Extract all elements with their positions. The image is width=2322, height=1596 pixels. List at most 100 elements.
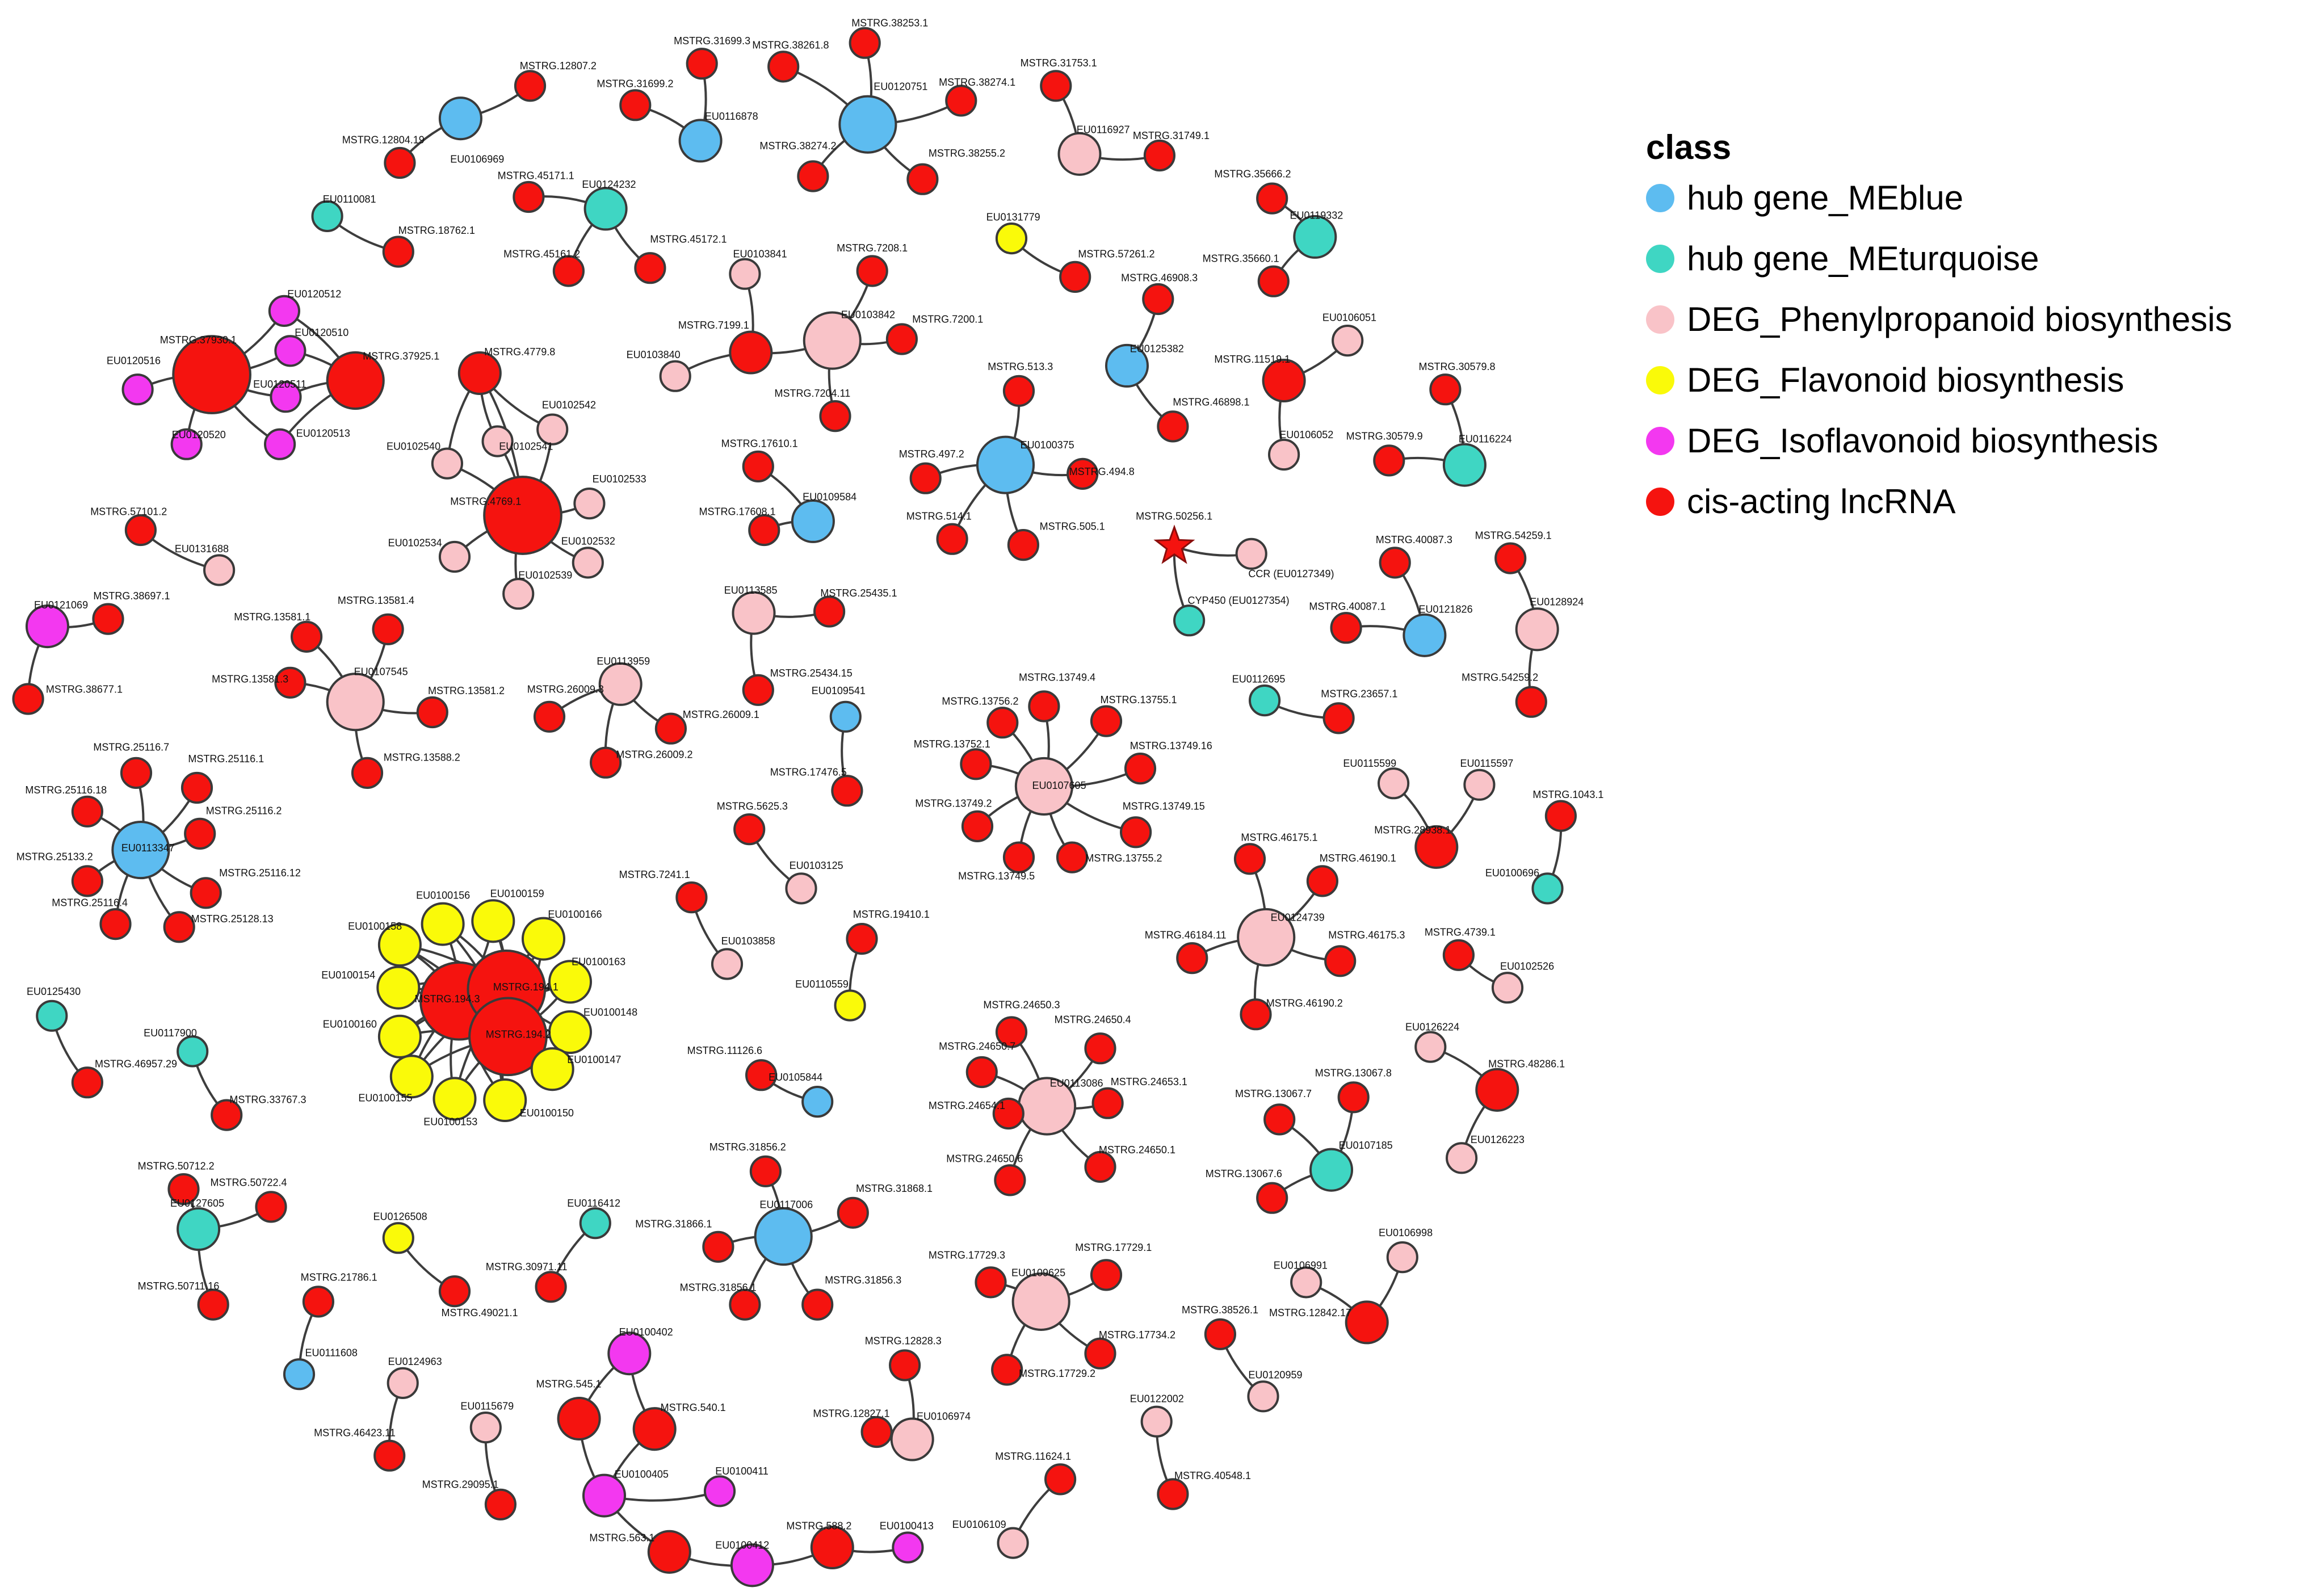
node-mstrg-31699-2: [619, 89, 652, 121]
node-eu0131779: [995, 222, 1028, 255]
node-eu0120959: [1247, 1380, 1279, 1413]
node-label-eu0112695: EU0112695: [1232, 673, 1286, 684]
node-mstrg-57101-2: [124, 514, 157, 547]
node-mstrg-46908-3: [1142, 283, 1174, 316]
node-label-mstrg-31868-1: MSTRG.31868.1: [856, 1183, 933, 1194]
node-mstrg-11624-1: [1044, 1463, 1077, 1496]
node-mstrg-54259-2: [1515, 686, 1547, 718]
node-eu0126224: [1414, 1031, 1447, 1063]
node-label-eu0120511: EU0120511: [253, 379, 306, 390]
node-label-mstrg-40087-1: MSTRG.40087.1: [1309, 600, 1385, 612]
node-label-mstrg-26009-2: MSTRG.26009.2: [616, 749, 692, 760]
node-label-eu0100411: EU0100411: [715, 1465, 769, 1477]
node-mstrg-30579-8: [1429, 373, 1462, 406]
node-label-eu0107605: EU0107605: [1032, 780, 1086, 791]
node-label-mstrg-57101-2: MSTRG.57101.2: [90, 506, 167, 517]
legend-item-hub-blue: hub gene_MEblue: [1646, 167, 2232, 228]
node-label-mstrg-25434-15: MSTRG.25434.15: [770, 667, 853, 679]
node-label-mstrg-37925-1: MSTRG.37925.1: [363, 351, 439, 362]
node-mstrg-50722-4: [255, 1191, 287, 1223]
node-label-mstrg-11126-6: MSTRG.11126.6: [687, 1045, 762, 1056]
node-label-mstrg-563-1: MSTRG.563.1: [589, 1532, 654, 1544]
node-mstrg-13067-8: [1337, 1081, 1370, 1114]
node-mstrg-46190-2: [1240, 998, 1272, 1031]
node-label-eu0102541: EU0102541: [499, 441, 553, 452]
node-label-eu0106051: EU0106051: [1322, 312, 1376, 324]
node-label-mstrg-38261-8: MSTRG.38261.8: [752, 40, 829, 51]
node-label-mstrg-38253-1: MSTRG.38253.1: [851, 17, 928, 28]
node-label-eu0100147: EU0100147: [567, 1054, 621, 1065]
node-eu0105844: [801, 1086, 834, 1118]
node-label-eu0107185: EU0107185: [1339, 1140, 1393, 1151]
node-mstrg-31868-1: [837, 1196, 869, 1229]
node-label-eu0117006: EU0117006: [759, 1199, 813, 1211]
node-eu0124963: [387, 1367, 419, 1399]
node-label-mstrg-35660-1: MSTRG.35660.1: [1203, 253, 1279, 264]
node-eu0100412: [730, 1543, 774, 1587]
node-mstrg-17610-1: [742, 450, 774, 482]
node-label-eu0102534: EU0102534: [388, 537, 442, 548]
legend-item-deg-flavonoid: DEG_Flavonoid biosynthesis: [1646, 350, 2232, 410]
node-mstrg-4769-1: [483, 476, 562, 555]
node-eu0113585: [732, 591, 776, 635]
node-label-mstrg-505-1: MSTRG.505.1: [1040, 521, 1105, 532]
node-eu0109625: [1011, 1272, 1070, 1331]
node-label-eu0115597: EU0115597: [1460, 758, 1514, 769]
node-mstrg-12842-17: [1345, 1300, 1389, 1345]
node-label-mstrg-4739-1: MSTRG.4739.1: [1425, 926, 1496, 938]
node-mstrg-13581-2: [416, 696, 448, 729]
node-eu0112695: [1249, 684, 1281, 717]
node-label-eu0115599: EU0115599: [1343, 758, 1396, 769]
node-label-eu0116412: EU0116412: [567, 1198, 620, 1209]
node-mstrg-12828-3: [889, 1349, 921, 1381]
node-eu0116412: [579, 1207, 611, 1240]
node-eu0103125: [785, 872, 817, 905]
node-label-eu0102542: EU0102542: [542, 400, 596, 411]
node-label-eu0100148: EU0100148: [583, 1006, 637, 1018]
node-eu0120511: [270, 381, 302, 413]
node-label-eu0102540: EU0102540: [387, 441, 440, 452]
node-mstrg-25133-2: [71, 865, 103, 897]
node-label-mstrg-13749-5: MSTRG.13749.5: [958, 870, 1035, 881]
node-eu0100413: [892, 1531, 924, 1564]
node-label-mstrg-13749-15: MSTRG.13749.15: [1123, 801, 1205, 812]
node-eu0100155: [389, 1055, 434, 1099]
node-label-eu0102526: EU0102526: [1500, 960, 1554, 972]
node-label-mstrg-50256-1: MSTRG.50256.1: [1136, 510, 1212, 522]
node-label-eu0127605: EU0127605: [170, 1198, 224, 1209]
node-mstrg-588-2: [810, 1525, 854, 1570]
node-mstrg-49021-1: [438, 1275, 471, 1308]
node-mstrg-46957-29: [71, 1066, 103, 1099]
node-mstrg-13067-7: [1263, 1103, 1296, 1136]
node-mstrg-24650-6: [994, 1164, 1026, 1196]
node-label-eu0125430: EU0125430: [27, 986, 81, 997]
node-label-mstrg-45161-2: MSTRG.45161.2: [503, 249, 580, 260]
node-mstrg-30971-11: [535, 1271, 567, 1303]
legend-label: hub gene_MEblue: [1687, 179, 1964, 217]
legend-label: DEG_Flavonoid biosynthesis: [1687, 361, 2124, 399]
node-mstrg-11126-6: [745, 1059, 778, 1091]
node-eu0121826: [1403, 613, 1447, 657]
node-mstrg-194-2: [468, 997, 548, 1077]
node-label-mstrg-25116-12: MSTRG.25116.12: [219, 867, 301, 879]
node-mstrg-4779-8: [457, 351, 502, 396]
node-mstrg-13755-1: [1090, 705, 1123, 737]
node-mstrg-25435-1: [813, 595, 846, 628]
node-label-mstrg-46175-1: MSTRG.46175.1: [1241, 831, 1317, 843]
node-eu0107185: [1309, 1148, 1354, 1192]
node-label-eu0116927: EU0116927: [1077, 124, 1130, 135]
node-mstrg-26009-2: [590, 746, 622, 779]
node-eu0100402: [607, 1332, 652, 1376]
node-label-eu0120751: EU0120751: [874, 81, 927, 93]
node-label-eu0122002: EU0122002: [1130, 1393, 1184, 1404]
node-mstrg-13755-2: [1056, 841, 1089, 873]
node-label-mstrg-25116-4: MSTRG.25116.4: [52, 897, 128, 908]
node-label-mstrg-26009-3: MSTRG.26009.3: [527, 684, 604, 695]
node-eu0100160: [377, 1014, 422, 1059]
node-eu0126223: [1446, 1142, 1478, 1174]
nodes-layer: [12, 27, 1577, 1587]
node-mstrg-17734-2: [1084, 1337, 1116, 1370]
node-label-eu0103840: EU0103840: [627, 349, 681, 360]
node-label-ccr-eu0127349: CCR (EU0127349): [1248, 568, 1334, 579]
